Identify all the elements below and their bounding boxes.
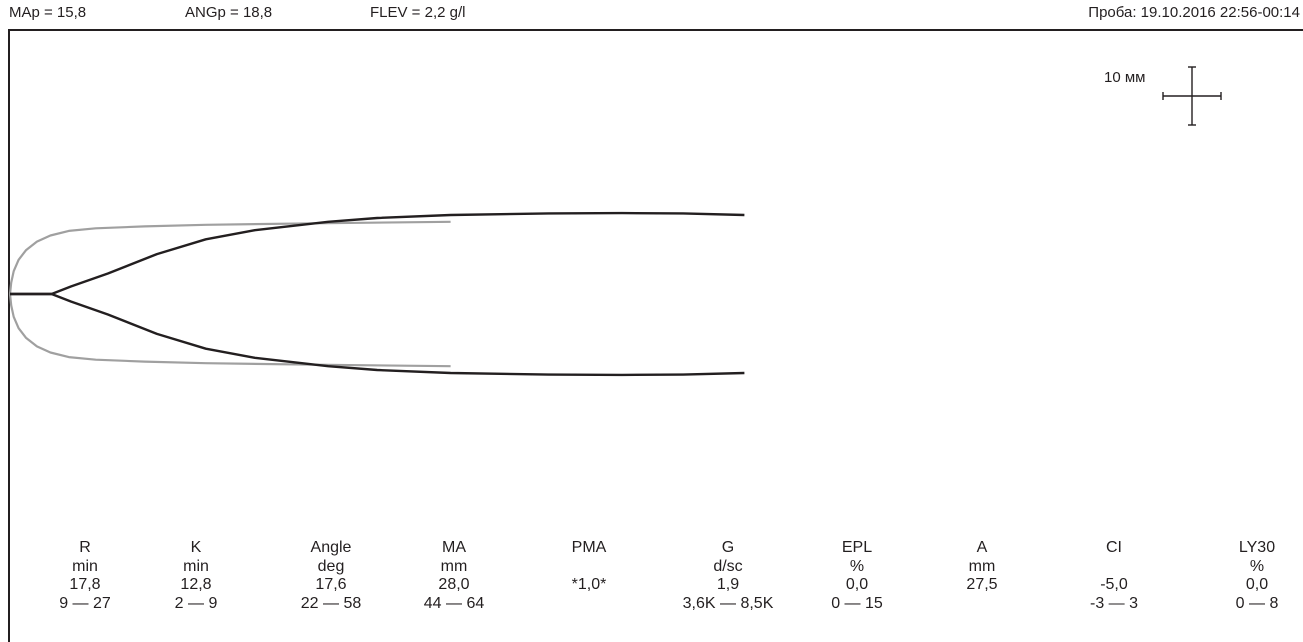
param-value: 17,8: [69, 576, 101, 593]
param-unit: mm: [440, 557, 468, 575]
flev-value: FLEV = 2,2 g/l: [370, 4, 466, 21]
param-value: 28,0: [438, 576, 470, 593]
param-value: 12,8: [180, 576, 212, 593]
param-value: 0,0: [845, 576, 869, 593]
sample-trace-lower: [10, 292, 745, 377]
param-value: 17,6: [315, 576, 347, 593]
param-name: R: [79, 539, 91, 556]
param-column-pma: PMA *1,0*: [534, 539, 644, 613]
param-value: 1,9: [716, 576, 740, 593]
param-value: 27,5: [966, 576, 998, 593]
param-range: 0 — 8: [1235, 594, 1279, 612]
param-range: 22 — 58: [300, 594, 362, 612]
param-unit: %: [849, 557, 865, 575]
param-name: CI: [1106, 539, 1122, 556]
param-unit: [534, 558, 644, 577]
param-name: A: [976, 539, 988, 556]
param-range: 44 — 64: [423, 594, 485, 612]
reference-trace-lower: [8, 293, 451, 368]
angp-value: ANGp = 18,8: [185, 4, 273, 21]
param-range: 3,6K — 8,5K: [682, 594, 774, 612]
param-name: G: [721, 539, 735, 556]
param-name: Angle: [310, 539, 352, 556]
param-value: 0,0: [1245, 576, 1269, 593]
param-unit: d/sc: [713, 557, 743, 575]
param-name: EPL: [841, 539, 873, 556]
param-column-ma: MA mm 28,0 44 — 64: [399, 539, 509, 613]
param-column-ly30: LY30% 0,0 0 — 8: [1202, 539, 1303, 613]
param-value: -5,0: [1100, 576, 1128, 593]
param-unit: [1059, 558, 1169, 577]
sample-timestamp: Проба: 19.10.2016 22:56-00:14: [1088, 4, 1300, 21]
param-name: PMA: [571, 539, 607, 556]
reference-trace-upper: [8, 220, 451, 295]
param-unit: min: [183, 557, 209, 575]
param-unit: min: [72, 557, 98, 575]
param-unit: mm: [968, 557, 996, 575]
param-range: 9 — 27: [59, 594, 111, 612]
param-range: [534, 595, 644, 614]
param-range: 0 — 15: [831, 594, 883, 612]
param-range: [927, 595, 1037, 614]
param-range: -3 — 3: [1089, 594, 1138, 612]
param-column-ci: CI -5,0 -3 — 3: [1059, 539, 1169, 613]
param-name: LY30: [1238, 539, 1276, 556]
param-value: *1,0*: [571, 576, 607, 593]
chart-frame: [8, 29, 1303, 642]
param-column-angle: Angle deg 17,6 22 — 58: [276, 539, 386, 613]
param-unit: deg: [317, 557, 345, 575]
sample-trace-upper: [10, 211, 745, 296]
map-value: MAp = 15,8: [9, 4, 87, 21]
scale-bar-label: 10 мм: [1104, 69, 1146, 86]
param-column-epl: EPL% 0,0 0 — 15: [802, 539, 912, 613]
param-range: 2 — 9: [174, 594, 218, 612]
param-unit: %: [1249, 557, 1265, 575]
param-name: K: [190, 539, 202, 556]
param-name: MA: [442, 539, 466, 556]
